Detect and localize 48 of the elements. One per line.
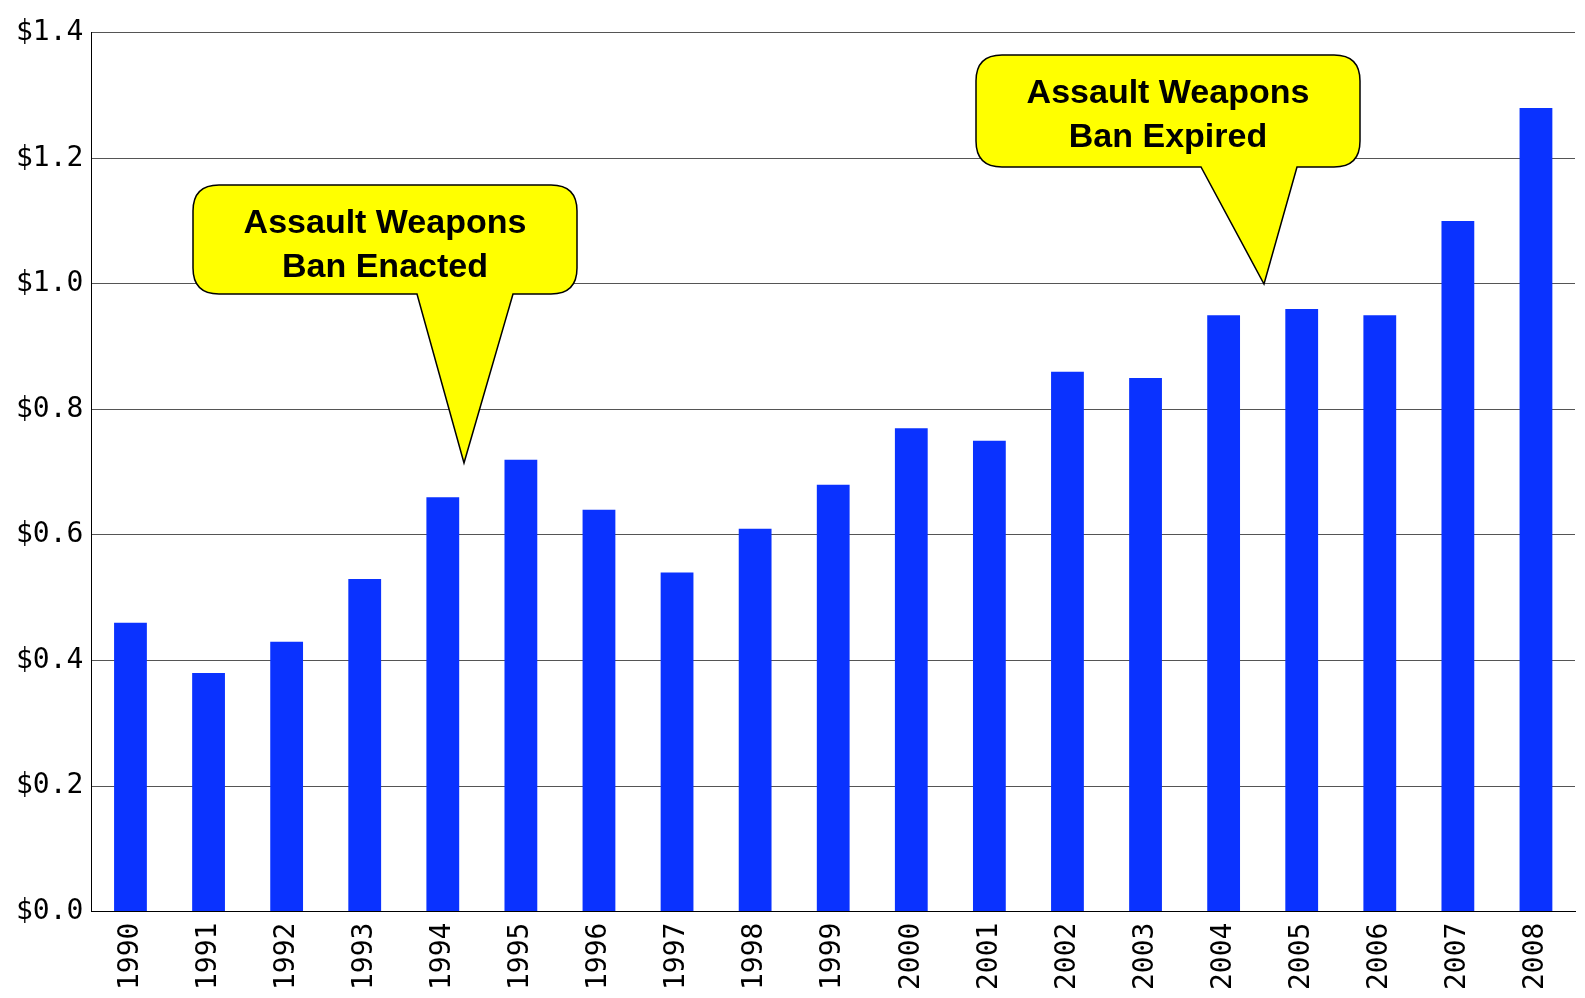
bar: [270, 641, 304, 912]
x-tick-label: 1996: [580, 922, 614, 991]
y-tick-label: $1.2: [15, 139, 84, 173]
x-tick-label: 2008: [1517, 922, 1551, 991]
x-tick-label: 2001: [970, 922, 1004, 991]
annotation: Assault Weapons Ban Enacted: [243, 202, 527, 284]
x-tick-label: 1998: [736, 922, 770, 991]
annotation: Assault Weapons Ban Expired: [1026, 72, 1310, 154]
x-tick-label: 2007: [1439, 922, 1473, 991]
bar: [1519, 108, 1553, 912]
y-tick-label: $0.0: [15, 892, 84, 926]
bar: [348, 578, 382, 912]
x-tick-label: 2006: [1361, 922, 1395, 991]
x-tick-label: 1990: [111, 922, 145, 991]
x-tick-label: 1994: [424, 922, 458, 991]
bar: [972, 440, 1006, 912]
bar: [1363, 315, 1397, 912]
y-tick-label: $1.0: [15, 265, 84, 299]
x-tick-label: 1992: [267, 922, 301, 991]
x-tick-label: 2003: [1126, 922, 1160, 991]
y-tick-label: $0.6: [15, 516, 84, 550]
x-tick-label: 2000: [892, 922, 926, 991]
bar: [1207, 315, 1241, 912]
bar: [1285, 308, 1319, 912]
bar: [426, 497, 460, 912]
bar: [114, 622, 147, 912]
x-tick-label: 1999: [814, 922, 848, 991]
bar: [1441, 221, 1475, 912]
y-tick-label: $0.8: [15, 390, 84, 424]
y-tick-label: $1.4: [15, 14, 84, 48]
y-tick-label: $0.2: [15, 767, 84, 801]
x-tick-label: 2002: [1048, 922, 1082, 991]
bar: [504, 459, 538, 912]
bar: [816, 484, 850, 912]
bar: [1051, 371, 1084, 912]
x-tick-label: 2005: [1282, 922, 1316, 991]
bar: [894, 428, 928, 912]
x-tick-label: 1997: [658, 922, 692, 991]
x-tick-label: 1995: [502, 922, 536, 991]
x-tick-label: 2004: [1204, 922, 1238, 991]
bar: [660, 572, 694, 912]
bar: [582, 509, 616, 912]
x-tick-label: 1991: [189, 922, 223, 991]
x-tick-label: 1993: [346, 922, 379, 991]
bar: [738, 528, 772, 912]
bar: [192, 673, 225, 912]
y-tick-label: $0.4: [15, 641, 84, 675]
bar: [1129, 378, 1162, 912]
